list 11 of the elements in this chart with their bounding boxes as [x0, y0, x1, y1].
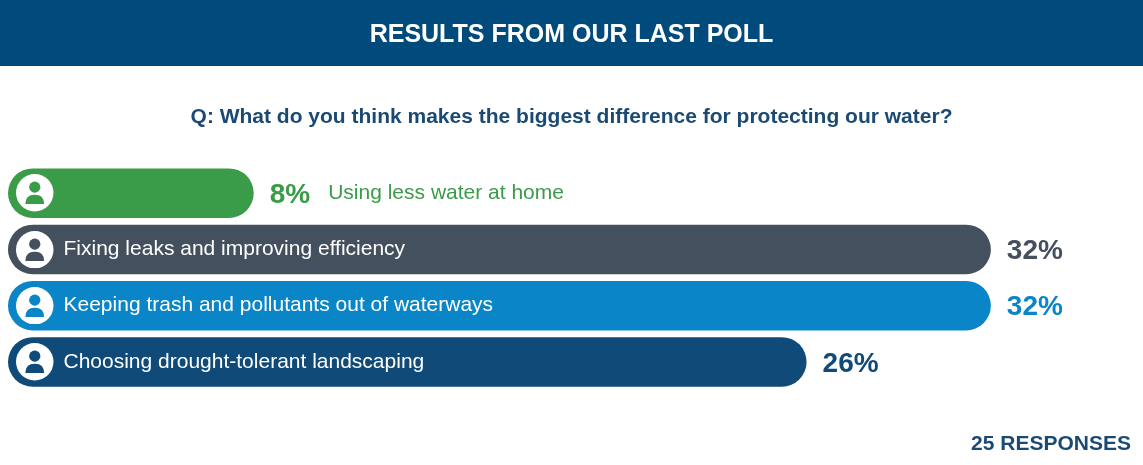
y-tick-label: Keeping trash and pollutants out of waterways — [63, 292, 494, 316]
data-label: 8% — [269, 177, 311, 209]
y-tick-label: Choosing drought-tolerant landscaping — [63, 348, 425, 372]
chart-subtitle: Q: What do you think makes the biggest difference for protecting our water? — [189, 104, 954, 128]
data-label: 32% — [1006, 290, 1063, 322]
chart-title: RESULTS FROM OUR LAST POLL — [0, 0, 1143, 66]
text: 25 RESPONSES — [971, 431, 1131, 455]
y-tick-label: Using less water at home — [328, 179, 564, 203]
data-label: 26% — [822, 346, 879, 378]
y-tick-label: Fixing leaks and improving efficiency — [63, 236, 406, 260]
data-label: 32% — [1006, 234, 1063, 266]
